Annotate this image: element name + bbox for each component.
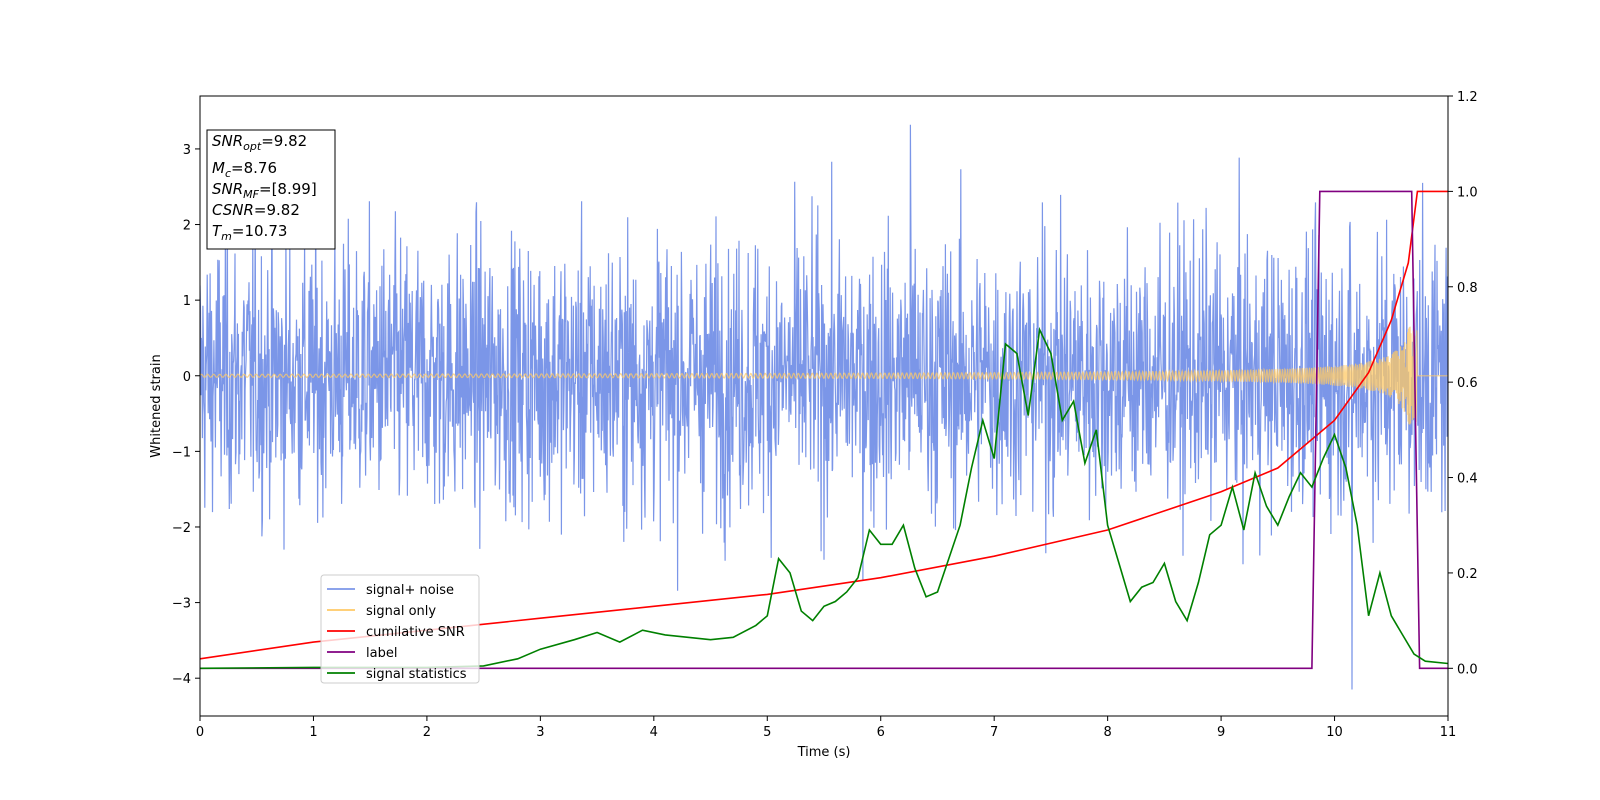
x-tick-label: 7 bbox=[990, 725, 998, 740]
x-tick-label: 10 bbox=[1326, 725, 1343, 740]
x-axis-label: Time (s) bbox=[797, 745, 851, 760]
y-left-tick-label: −3 bbox=[172, 597, 191, 612]
y-left-tick-label: 1 bbox=[183, 294, 191, 309]
legend-label: signal only bbox=[366, 604, 436, 619]
y-left-tick-label: −2 bbox=[172, 521, 191, 536]
axis-ticks: 0 1 2 3 4 5 6 7 8 9 10 11 −4 −3 −2 −1 0 1 2 3 0.0 0.2 0.4 0.6 0.… bbox=[172, 90, 1478, 740]
axes-frame bbox=[199, 95, 1449, 717]
annotation-line: SNRMF=[8.99] bbox=[212, 180, 317, 201]
x-tick-label: 2 bbox=[423, 725, 431, 740]
y-left-tick-label: 3 bbox=[183, 143, 191, 158]
y-left-tick-label: −4 bbox=[172, 672, 191, 687]
signal-only-line bbox=[200, 326, 1448, 425]
y-right-tick-label: 0.0 bbox=[1457, 662, 1478, 677]
x-tick-label: 1 bbox=[309, 725, 317, 740]
legend-label: label bbox=[366, 646, 397, 661]
y-axis-label: Whitened strain bbox=[149, 354, 164, 457]
x-tick-label: 0 bbox=[196, 725, 204, 740]
x-tick-label: 9 bbox=[1217, 725, 1225, 740]
x-tick-label: 3 bbox=[536, 725, 544, 740]
x-tick-label: 4 bbox=[650, 725, 658, 740]
legend-label: signal statistics bbox=[366, 667, 467, 682]
cumulative-snr-line bbox=[200, 190, 1448, 660]
label-line bbox=[200, 190, 1448, 670]
y-left-tick-label: 0 bbox=[183, 370, 191, 385]
y-right-tick-label: 0.2 bbox=[1457, 567, 1478, 582]
annotation-line: Mc=8.76 bbox=[212, 159, 277, 180]
annotation-line: Tm=10.73 bbox=[212, 222, 287, 243]
legend-label: signal+ noise bbox=[366, 583, 454, 598]
x-tick-label: 11 bbox=[1440, 725, 1457, 740]
y-right-tick-label: 0.4 bbox=[1457, 472, 1478, 487]
y-right-tick-label: 0.8 bbox=[1457, 281, 1478, 296]
y-right-tick-label: 0.6 bbox=[1457, 376, 1478, 391]
signal-statistics-line bbox=[200, 326, 1448, 670]
x-tick-label: 8 bbox=[1103, 725, 1111, 740]
annotation-line: CSNR=9.82 bbox=[212, 201, 300, 219]
legend: signal+ noise signal only cumilative SNR la… bbox=[320, 574, 480, 684]
y-left-tick-label: −1 bbox=[172, 445, 191, 460]
x-tick-label: 6 bbox=[877, 725, 885, 740]
signal-noise-line bbox=[200, 124, 1448, 690]
annotation-frame bbox=[206, 129, 336, 250]
legend-label: cumilative SNR bbox=[366, 625, 465, 640]
y-left-tick-label: 2 bbox=[183, 219, 191, 234]
annotation-line: SNRopt=9.82 bbox=[212, 132, 307, 153]
plot-area bbox=[200, 124, 1448, 690]
y-right-tick-label: 1.2 bbox=[1457, 90, 1478, 105]
x-tick-label: 5 bbox=[763, 725, 771, 740]
y-right-tick-label: 1.0 bbox=[1457, 185, 1478, 200]
legend-frame bbox=[320, 574, 480, 684]
legend-entries: signal+ noise signal only cumilative SNR la… bbox=[327, 583, 467, 682]
